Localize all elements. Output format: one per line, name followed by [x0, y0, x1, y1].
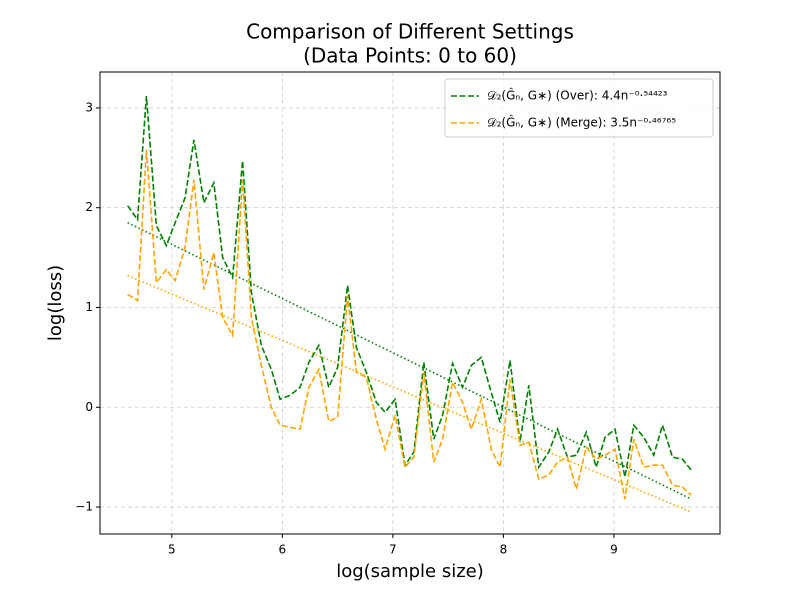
- y-axis-label: log(loss): [45, 265, 66, 341]
- legend-label: 𝒟₂(Ĝₙ, G∗) (Merge): 3.5n⁻⁰·⁴⁶⁷⁶⁵: [487, 115, 676, 130]
- y-tick-label: 0: [85, 400, 93, 414]
- axes-frame: [99, 71, 721, 535]
- y-tick-label: 3: [85, 100, 93, 114]
- chart-title: Comparison of Different Settings: [246, 20, 574, 44]
- x-tick-label: 5: [168, 543, 176, 557]
- fit-line: [127, 274, 692, 513]
- x-tick-label: 8: [500, 543, 508, 557]
- y-tick-label: −1: [75, 500, 93, 514]
- y-tick-label: 2: [85, 200, 93, 214]
- x-axis-label: log(sample size): [336, 561, 484, 582]
- x-tick-label: 6: [279, 543, 287, 557]
- series-line: [127, 149, 692, 500]
- legend-box: [444, 78, 714, 138]
- fit-line: [127, 221, 692, 500]
- x-tick-label: 9: [610, 543, 618, 557]
- chart-subtitle: (Data Points: 0 to 60): [303, 44, 517, 68]
- x-tick-label: 7: [389, 543, 397, 557]
- y-tick-label: 1: [85, 300, 93, 314]
- series-line: [126, 95, 692, 478]
- legend-label: 𝒟₂(Ĝₙ, G∗) (Over): 4.4n⁻⁰·⁵⁴⁴²³: [487, 88, 668, 103]
